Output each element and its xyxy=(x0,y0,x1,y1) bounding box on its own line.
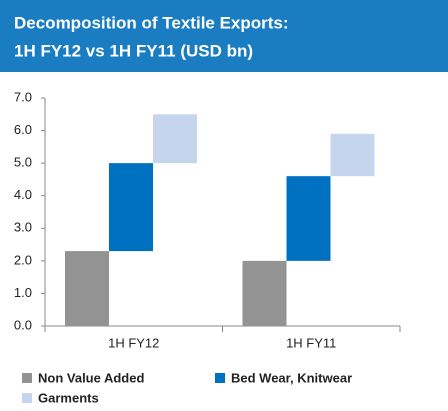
title-banner xyxy=(0,0,448,72)
y-tick-label: 5.0 xyxy=(14,155,32,170)
y-tick-label: 4.0 xyxy=(14,187,32,202)
y-tick-label: 6.0 xyxy=(14,122,32,137)
bar-segment xyxy=(109,163,153,252)
legend-label: Bed Wear, Knitwear xyxy=(231,370,352,385)
legend-label: Non Value Added xyxy=(38,370,144,385)
y-tick-label: 2.0 xyxy=(14,252,32,267)
bar-segment xyxy=(153,114,197,164)
x-tick-label: 1H FY12 xyxy=(108,335,159,350)
y-tick-label: 0.0 xyxy=(14,317,32,332)
bar-segment xyxy=(330,133,375,177)
bar-segment xyxy=(242,260,287,326)
chart-title: 1H FY12 vs 1H FY11 (USD bn) xyxy=(14,41,253,60)
y-tick-label: 3.0 xyxy=(14,220,32,235)
chart-title: Decomposition of Textile Exports: xyxy=(14,13,289,32)
y-tick-label: 1.0 xyxy=(14,285,32,300)
bar-segment xyxy=(286,176,331,261)
y-tick-label: 7.0 xyxy=(14,89,32,104)
x-tick-label: 1H FY11 xyxy=(286,335,336,350)
bar-segment xyxy=(65,251,109,326)
legend-swatch xyxy=(215,373,225,383)
legend-swatch xyxy=(22,393,32,403)
legend-label: Garments xyxy=(38,390,99,405)
legend-swatch xyxy=(22,373,32,383)
